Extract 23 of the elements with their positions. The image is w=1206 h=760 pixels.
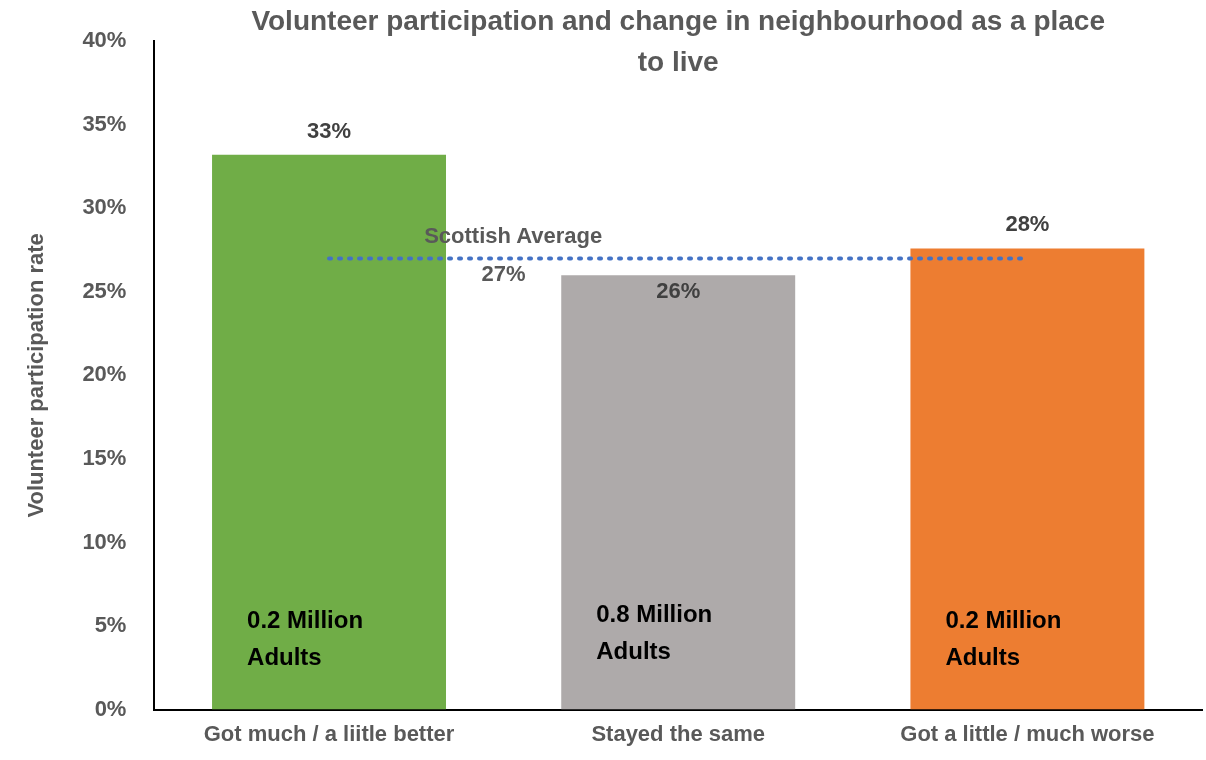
bar [910, 248, 1145, 710]
annotation: 0.2 Million Adults [945, 605, 1062, 670]
data-label: 26% [656, 278, 701, 304]
data-label: 28% [1005, 211, 1050, 237]
annotation: 0.8 Million Adults [596, 599, 713, 664]
x-tick-label: Got a little / much worse [900, 720, 1155, 746]
chart-title: Volunteer participation and change in neighbourhood as a place to live [251, 4, 1106, 77]
y-tick-label: 5% [94, 612, 127, 638]
x-tick-label: Stayed the same [591, 720, 766, 746]
y-tick-label: 30% [82, 194, 127, 220]
y-tick-label: 35% [82, 110, 127, 136]
y-tick-label: 0% [94, 695, 127, 721]
y-tick-label: 20% [82, 361, 127, 387]
annotation: 27% [481, 261, 526, 287]
y-tick-label: 25% [82, 277, 127, 303]
annotation: 0.2 Million Adults [247, 605, 364, 670]
data-label: 33% [307, 117, 352, 143]
y-axis-title: Volunteer participation rate [23, 233, 49, 518]
bar [561, 275, 796, 710]
y-tick-label: 40% [82, 27, 127, 53]
y-tick-label: 10% [82, 528, 127, 554]
y-tick-label: 15% [82, 445, 127, 471]
x-tick-label: Got much / a liitle better [203, 720, 455, 746]
